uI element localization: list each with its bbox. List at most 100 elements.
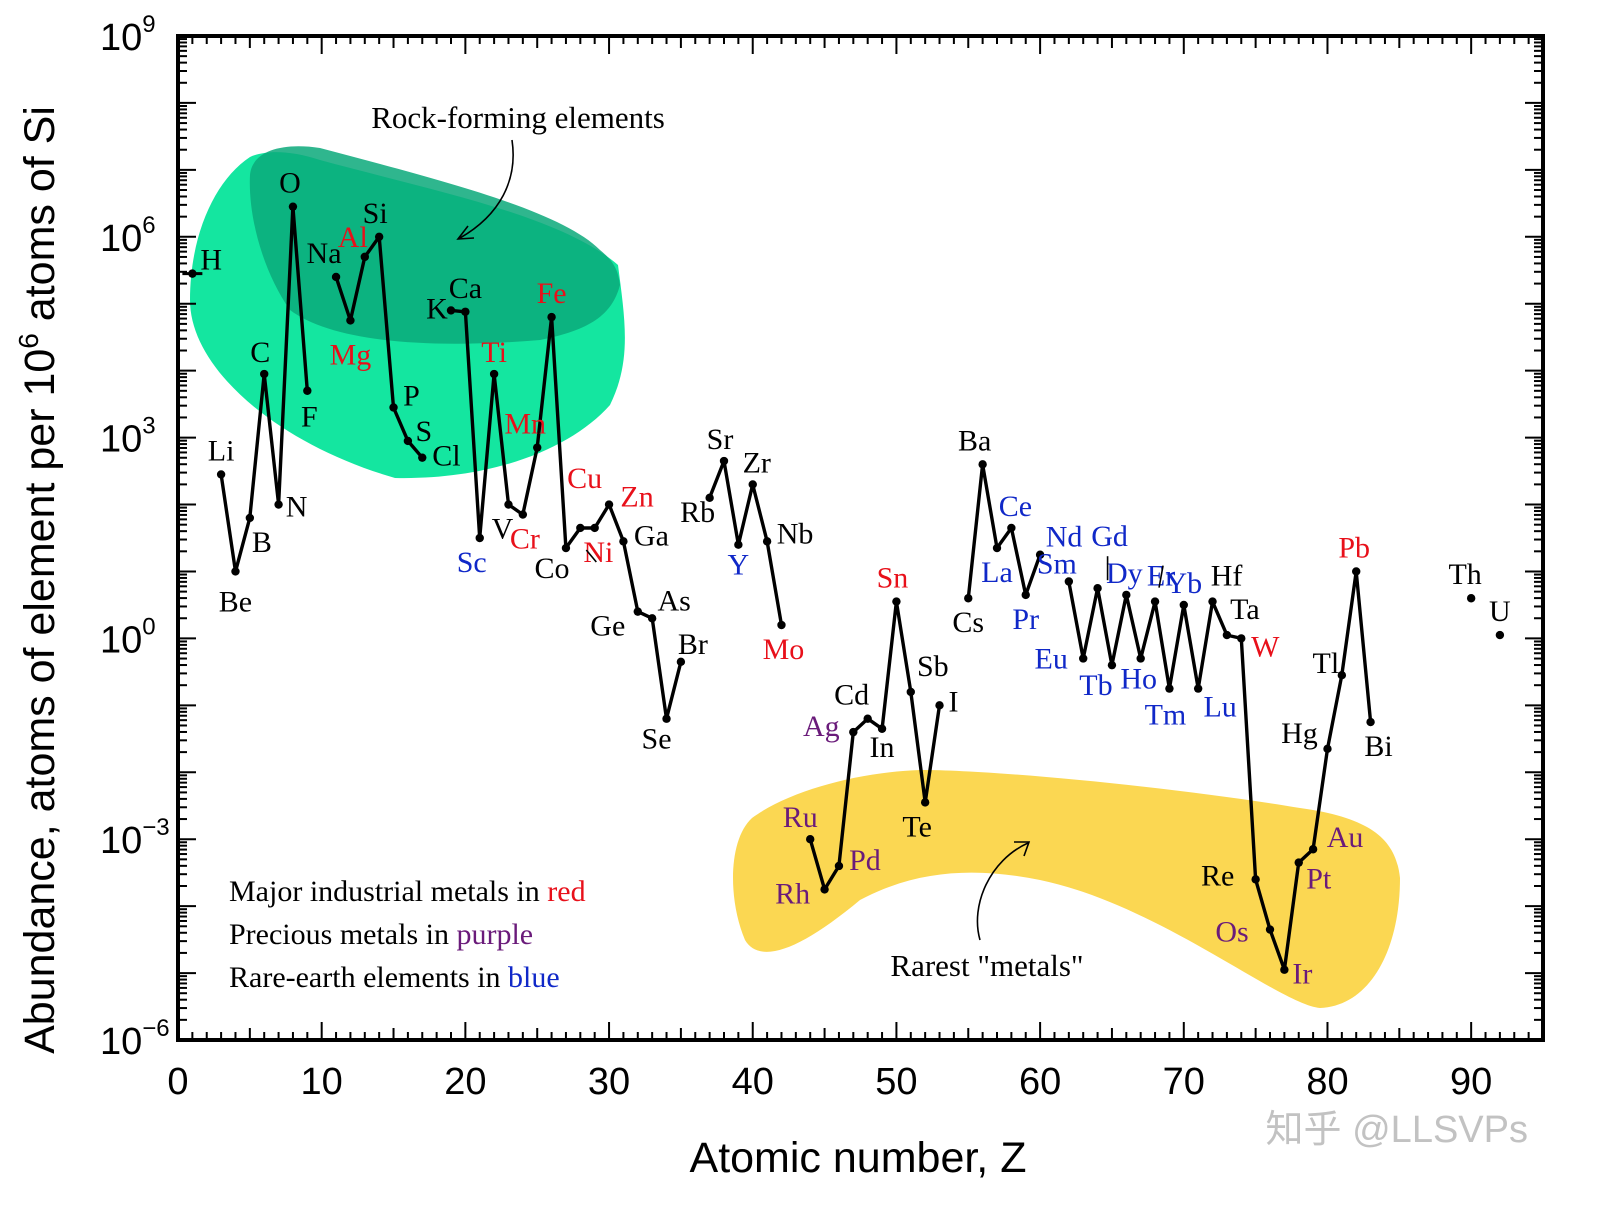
data-point-gd	[1093, 584, 1102, 593]
element-label-h: H	[200, 244, 222, 277]
data-point-zn	[604, 500, 614, 509]
data-point-cd	[863, 714, 872, 723]
element-label-sb: Sb	[917, 650, 949, 683]
element-label-ag: Ag	[803, 710, 840, 743]
element-label-v: V	[492, 513, 514, 546]
data-point-ce	[1007, 523, 1016, 533]
element-label-c: C	[250, 336, 270, 369]
element-label-tm: Tm	[1145, 699, 1187, 732]
data-point-ta	[1222, 630, 1232, 640]
data-point-v	[504, 500, 513, 509]
element-label-ca: Ca	[449, 272, 482, 305]
legend-entry-text: Rare-earth elements in	[229, 961, 508, 994]
element-label-i: I	[949, 685, 959, 718]
data-point-p	[389, 403, 398, 412]
element-label-yb: Yb	[1165, 567, 1202, 600]
data-point-s	[403, 436, 413, 446]
element-label-hf: Hf	[1211, 560, 1243, 593]
data-point-rb	[705, 493, 714, 503]
element-label-rh: Rh	[775, 877, 810, 910]
element-label-as: As	[657, 584, 690, 617]
data-point-sc	[475, 533, 484, 543]
x-tick-label: 20	[444, 1061, 486, 1103]
plot-border	[176, 34, 1545, 1042]
element-label-au: Au	[1327, 821, 1364, 854]
data-point-er	[1150, 597, 1160, 606]
element-label-dy: Dy	[1106, 557, 1143, 590]
data-point-co	[561, 543, 571, 553]
y-tick-label: 10−6	[100, 1015, 170, 1063]
data-point-ca	[461, 307, 470, 316]
element-label-rb: Rb	[680, 496, 715, 529]
element-label-hg: Hg	[1281, 717, 1318, 750]
element-label-u: U	[1489, 595, 1511, 628]
element-label-sr: Sr	[707, 423, 734, 456]
rarest-metals-arrowhead	[1014, 841, 1031, 857]
data-point-pt	[1294, 858, 1303, 867]
data-point-ir	[1280, 965, 1289, 974]
element-label-f: F	[301, 401, 318, 434]
element-label-pd: Pd	[849, 844, 881, 877]
element-label-fe: Fe	[537, 277, 567, 310]
x-tick-label: 70	[1163, 1061, 1205, 1103]
element-label-cd: Cd	[834, 679, 869, 712]
x-tick-label: 50	[875, 1061, 917, 1103]
y-tick-label: 103	[100, 413, 156, 461]
element-label-cu: Cu	[567, 462, 602, 495]
data-point-sm	[1064, 577, 1074, 586]
label-leader-line	[1158, 565, 1164, 588]
element-label-se: Se	[642, 723, 672, 756]
data-point-br	[676, 657, 686, 667]
data-point-cs	[964, 594, 973, 603]
element-label-sc: Sc	[457, 546, 487, 579]
element-label-la: La	[981, 556, 1013, 589]
rock-forming-arrowhead	[456, 225, 475, 240]
data-point-rh	[820, 885, 829, 894]
element-label-pr: Pr	[1012, 603, 1039, 636]
data-point-y	[734, 540, 743, 549]
data-point-i	[935, 701, 944, 710]
data-point-ga	[619, 537, 628, 546]
element-label-cl: Cl	[432, 440, 460, 473]
element-label-s: S	[416, 415, 433, 448]
data-point-tl	[1337, 671, 1347, 680]
data-point-c	[260, 369, 269, 379]
data-point-os	[1265, 925, 1275, 934]
data-point-cu	[590, 523, 599, 533]
data-point-tm	[1165, 684, 1174, 693]
element-label-in: In	[870, 731, 895, 764]
y-axis-title-main: Abundance, atoms of element per 10	[16, 349, 64, 1054]
element-label-co: Co	[534, 552, 569, 585]
data-point-nb	[762, 537, 772, 546]
element-label-k: K	[426, 292, 448, 325]
element-label-p: P	[403, 379, 420, 412]
series-line	[966, 462, 1042, 599]
data-point-bi	[1366, 717, 1375, 727]
rarest-metals-arrow	[976, 842, 1029, 941]
data-point-eu	[1079, 654, 1088, 663]
data-point-f	[303, 386, 312, 395]
data-point-mg	[346, 316, 355, 325]
plot-frame: 0 10 20 30 40 50 60 70 80 90 109 106 103 100 10−3 10−6	[100, 11, 1545, 1103]
element-label-b: B	[252, 526, 272, 559]
data-point-u	[1495, 630, 1505, 640]
data-point-lu	[1193, 684, 1203, 693]
element-label-cs: Cs	[952, 606, 984, 639]
element-label-th: Th	[1448, 558, 1481, 591]
element-label-nd: Nd	[1046, 521, 1083, 554]
y-tick-label: 100	[100, 613, 156, 661]
element-label-mn: Mn	[504, 408, 546, 441]
element-label-si: Si	[363, 197, 388, 230]
data-point-yb	[1179, 600, 1188, 610]
data-point-pd	[834, 861, 844, 871]
element-label-ru: Ru	[783, 801, 818, 834]
data-point-al	[360, 252, 369, 262]
data-point-sn	[892, 597, 901, 606]
data-point-se	[662, 714, 671, 723]
legend-entry-text: Major industrial metals in	[229, 875, 547, 908]
element-label-pb: Pb	[1338, 531, 1370, 564]
data-point-dy	[1122, 590, 1131, 600]
element-label-zr: Zr	[743, 446, 771, 479]
x-tick-label: 80	[1306, 1061, 1348, 1103]
element-label-ga: Ga	[634, 519, 669, 552]
